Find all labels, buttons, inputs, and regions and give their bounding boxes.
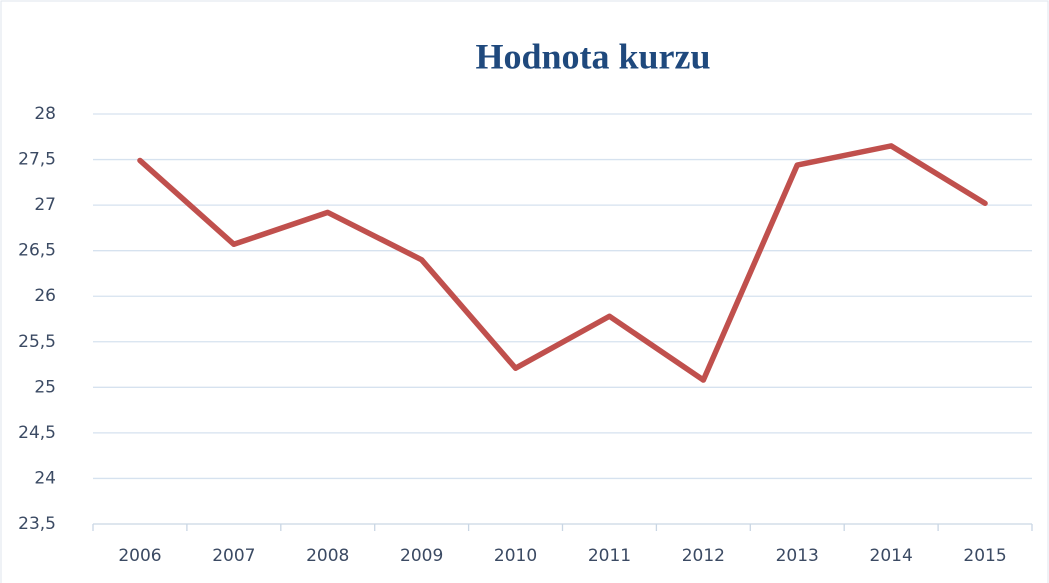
chart-title: Hodnota kurzu (475, 36, 710, 76)
y-tick-label: 24 (34, 468, 56, 488)
x-tick-label: 2008 (306, 546, 349, 566)
y-tick-label: 26 (34, 286, 56, 306)
y-tick-label: 25 (34, 377, 56, 397)
x-tick-label: 2009 (400, 546, 443, 566)
x-tick-label: 2011 (588, 546, 631, 566)
data-line (137, 143, 988, 383)
y-tick-label: 27 (34, 195, 56, 215)
x-tick-label: 2010 (494, 546, 537, 566)
x-tick-label: 2007 (212, 546, 255, 566)
x-tick-label: 2013 (776, 546, 819, 566)
y-tick-label: 25,5 (18, 332, 56, 352)
y-tick-label: 23,5 (18, 514, 56, 534)
y-tick-label: 24,5 (18, 423, 56, 443)
x-tick-label: 2015 (963, 546, 1006, 566)
x-tick-label: 2012 (682, 546, 725, 566)
y-tick-label: 27,5 (18, 150, 56, 170)
y-tick-label: 28 (34, 104, 56, 124)
x-tick-label: 2006 (118, 546, 161, 566)
x-tick-label: 2014 (870, 546, 913, 566)
y-tick-label: 26,5 (18, 241, 56, 261)
